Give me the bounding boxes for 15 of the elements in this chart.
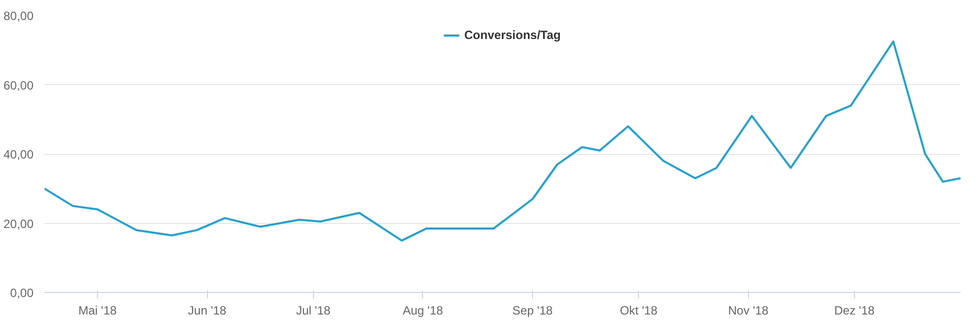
x-tick-label: Dez '18	[834, 304, 875, 318]
x-tick-label: Aug '18	[402, 304, 444, 318]
x-tick-label: Jul '18	[296, 304, 331, 318]
y-tick-label: 60,00	[3, 78, 34, 92]
x-tick-label: Sep '18	[512, 304, 554, 318]
x-tick-label: Nov '18	[728, 304, 769, 318]
y-tick-label: 0,00	[10, 286, 34, 300]
x-tick-label: Jun '18	[188, 304, 227, 318]
y-tick-label: 40,00	[3, 148, 34, 162]
x-tick-label: Mai '18	[78, 304, 118, 318]
y-tick-label: 80,00	[3, 9, 34, 23]
line-series	[44, 40, 960, 242]
y-tick-label: 20,00	[3, 216, 34, 231]
x-tick-label: Okt '18	[620, 304, 658, 318]
legend-label: Conversions/Tag	[464, 28, 561, 42]
